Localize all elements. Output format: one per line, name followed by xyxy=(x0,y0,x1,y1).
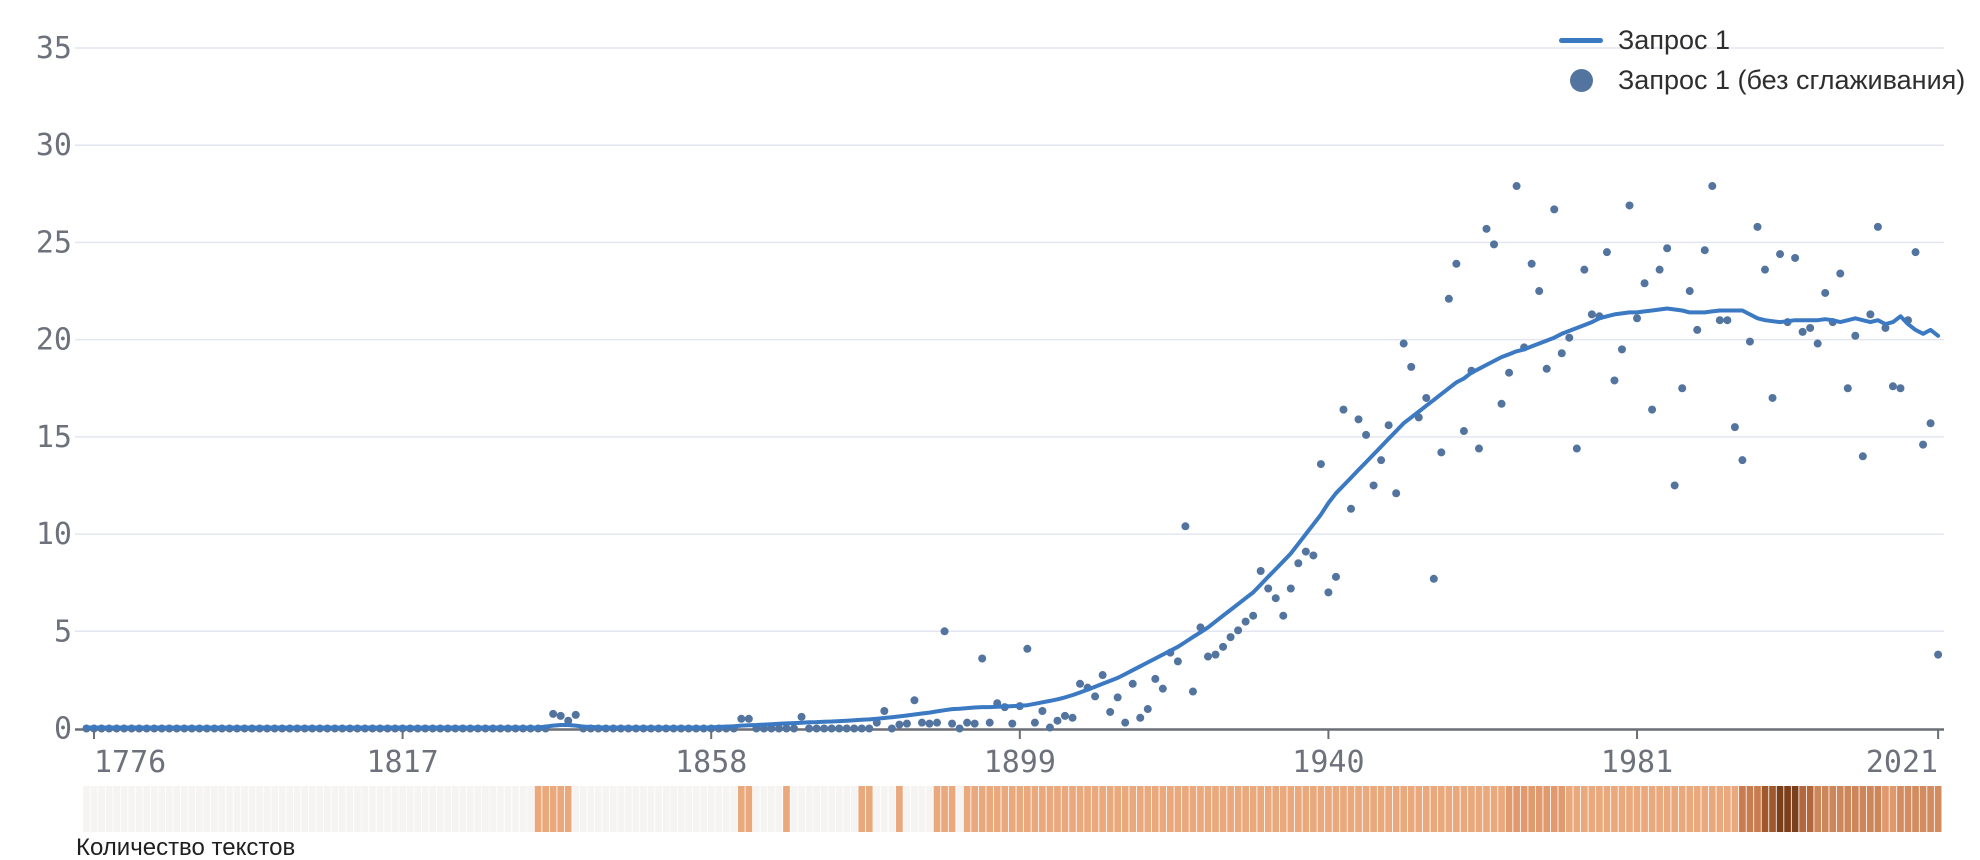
svg-text:5: 5 xyxy=(54,614,72,649)
legend-item-raw[interactable]: Запрос 1 (без сглаживания) xyxy=(1556,64,1965,96)
svg-text:1776: 1776 xyxy=(94,745,166,780)
series-raw-dots[interactable] xyxy=(82,182,1943,733)
legend-label-raw: Запрос 1 (без сглаживания) xyxy=(1618,64,1966,95)
svg-text:30: 30 xyxy=(36,128,72,163)
text-counts-strip-label: Количество текстов xyxy=(76,834,296,860)
svg-text:2021: 2021 xyxy=(1866,745,1938,780)
svg-text:10: 10 xyxy=(36,517,72,552)
line-swatch-icon xyxy=(1559,37,1603,43)
svg-text:15: 15 xyxy=(36,420,72,455)
legend-dot-swatch-cell xyxy=(1556,68,1606,92)
dot-swatch-icon xyxy=(1569,68,1593,92)
gridlines xyxy=(75,47,1944,633)
svg-text:0: 0 xyxy=(54,712,72,747)
svg-text:20: 20 xyxy=(36,323,72,358)
chart-legend: Запрос 1 Запрос 1 (без сглаживания) xyxy=(1556,24,1965,96)
svg-text:1981: 1981 xyxy=(1601,745,1673,780)
svg-text:1899: 1899 xyxy=(984,745,1056,780)
x-axis: 1776 1817 1858 1899 1940 1981 2021 xyxy=(75,728,1944,780)
text-counts-strip[interactable] xyxy=(83,786,1942,832)
series-smoothed-line[interactable] xyxy=(84,306,1941,730)
svg-text:35: 35 xyxy=(36,31,72,66)
y-axis-labels: 0 5 10 15 20 25 30 35 xyxy=(36,31,72,747)
svg-text:1940: 1940 xyxy=(1292,745,1364,780)
legend-line-swatch-cell xyxy=(1556,37,1606,43)
svg-text:1858: 1858 xyxy=(675,745,747,780)
svg-text:25: 25 xyxy=(36,225,72,260)
legend-item-smoothed[interactable]: Запрос 1 xyxy=(1556,24,1965,56)
legend-label-smoothed: Запрос 1 xyxy=(1618,24,1730,55)
svg-text:1817: 1817 xyxy=(366,745,438,780)
